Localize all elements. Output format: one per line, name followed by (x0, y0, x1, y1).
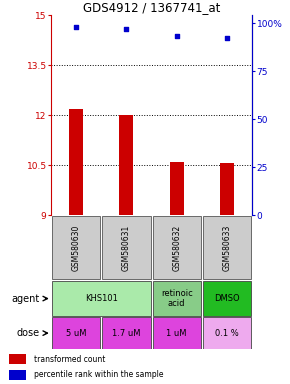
Bar (69, 109, 83, 215)
Bar (102, 216, 151, 279)
Bar (153, 281, 201, 316)
Point (225, 35, 229, 41)
Bar (203, 216, 251, 279)
Text: 0.1 %: 0.1 % (215, 329, 239, 338)
Bar (153, 216, 201, 279)
Text: GSM580631: GSM580631 (122, 225, 131, 271)
Point (124, 26, 129, 32)
Text: percentile rank within the sample: percentile rank within the sample (34, 370, 164, 379)
Text: agent: agent (11, 293, 39, 304)
Bar (9, 370, 26, 379)
Text: GSM580632: GSM580632 (172, 225, 181, 271)
Bar (203, 318, 251, 349)
Point (74, 24, 78, 30)
Text: DMSO: DMSO (214, 294, 240, 303)
Bar (52, 281, 151, 316)
Bar (52, 216, 100, 279)
Bar (9, 354, 26, 364)
Text: GSM580633: GSM580633 (223, 225, 232, 271)
Bar (119, 115, 133, 215)
Text: 1.7 uM: 1.7 uM (112, 329, 141, 338)
Bar (102, 318, 151, 349)
Text: retinoic
acid: retinoic acid (161, 289, 193, 308)
Bar (220, 164, 234, 215)
Text: 5 uM: 5 uM (66, 329, 86, 338)
Point (174, 33, 179, 40)
Title: GDS4912 / 1367741_at: GDS4912 / 1367741_at (83, 1, 220, 14)
Text: transformed count: transformed count (34, 354, 106, 364)
Bar (153, 318, 201, 349)
Text: 1 uM: 1 uM (166, 329, 187, 338)
Bar (203, 281, 251, 316)
Text: dose: dose (16, 328, 39, 338)
Bar (52, 318, 100, 349)
Text: GSM580630: GSM580630 (71, 225, 80, 271)
Text: KHS101: KHS101 (85, 294, 117, 303)
Bar (170, 162, 184, 215)
